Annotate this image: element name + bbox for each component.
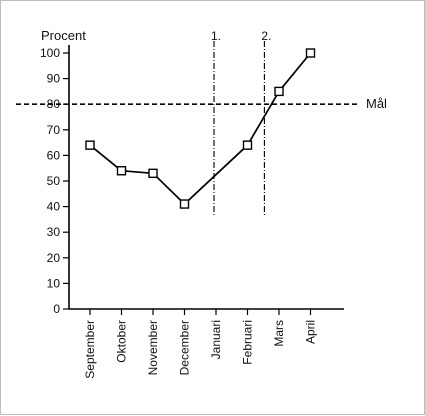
y-tick-label: 90: [47, 72, 61, 86]
x-tick-label: December: [178, 320, 192, 375]
series-line: [89, 52, 312, 206]
reference-lines: Mål 1. 2.: [16, 29, 387, 217]
x-tick-label: November: [146, 320, 160, 375]
y-tick-label: 70: [47, 123, 61, 137]
y-tick-label: 60: [47, 148, 61, 162]
x-tick-label: Januari: [209, 320, 223, 359]
data-point: [274, 86, 284, 97]
x-tick-label: Mars: [272, 320, 286, 347]
y-axis-ticks: 0 10 20 30 40 50 60 70 80 90 100: [40, 46, 69, 316]
series-group: [85, 48, 316, 209]
y-tick-label: 0: [53, 302, 60, 316]
data-point: [242, 140, 253, 150]
axes: [68, 45, 344, 310]
x-tick-label: Februari: [241, 320, 255, 365]
x-axis-ticks: September Oktober November December Januari F…: [83, 309, 318, 379]
x-tick-label: September: [83, 320, 97, 379]
data-point: [85, 140, 95, 150]
y-tick-label: 20: [47, 251, 61, 265]
y-tick-label: 10: [47, 276, 61, 290]
data-point: [179, 199, 190, 209]
y-tick-label: 100: [40, 46, 60, 60]
data-point: [305, 48, 316, 58]
y-tick-label: 30: [47, 225, 61, 239]
x-tick-label: Oktober: [115, 320, 129, 363]
milestone-label: 1.: [211, 29, 221, 43]
data-point: [148, 168, 158, 179]
target-label: Mål: [366, 96, 387, 111]
milestone-label: 2.: [261, 29, 271, 43]
data-point: [116, 166, 127, 176]
y-tick-label: 80: [47, 97, 61, 111]
x-tick-label: April: [304, 320, 318, 344]
y-tick-label: 50: [47, 174, 61, 188]
y-tick-label: 40: [47, 200, 61, 214]
y-axis-label: Procent: [41, 28, 86, 43]
